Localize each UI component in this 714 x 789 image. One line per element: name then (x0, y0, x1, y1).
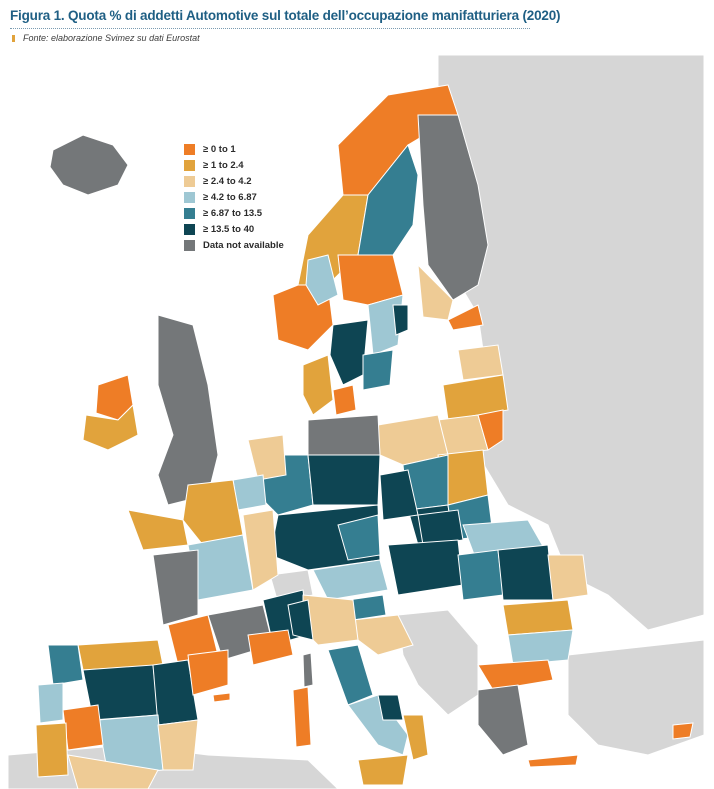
region-france-east (242, 509, 279, 591)
legend-label: ≥ 13.5 to 40 (203, 223, 255, 235)
region-sweden-south (362, 349, 394, 391)
region-sicily (357, 754, 409, 786)
legend-item: ≥ 0 to 1 (184, 141, 284, 157)
legend-swatch (184, 239, 195, 251)
legend-label: ≥ 1 to 2.4 (203, 159, 244, 171)
region-iceland (49, 134, 129, 196)
region-bulgaria-south (507, 629, 574, 666)
legend-label: Data not available (203, 239, 284, 251)
region-sardinia (292, 686, 312, 748)
legend-item: ≥ 13.5 to 40 (184, 221, 284, 237)
region-france-riviera (247, 629, 294, 666)
source-text: Fonte: elaborazione Svimez su dati Euros… (23, 33, 200, 43)
legend-swatch (184, 207, 195, 219)
source-marker-icon (12, 35, 15, 42)
region-balearic (212, 692, 231, 703)
region-austria (312, 559, 389, 601)
region-italy-basilicata (377, 694, 404, 721)
title-divider (10, 28, 530, 29)
legend-swatch (184, 223, 195, 235)
region-estonia (457, 344, 504, 381)
region-italy-calabria (402, 714, 429, 761)
region-spain-extremadura (62, 704, 104, 751)
region-bulgaria-north (502, 599, 574, 636)
region-finland-north (417, 114, 489, 301)
legend-swatch (184, 191, 195, 203)
region-hungary (387, 539, 464, 596)
legend-label: ≥ 0 to 1 (203, 143, 236, 155)
region-lithuania-east (477, 409, 504, 451)
region-crete (527, 754, 579, 768)
choropleth-map (8, 55, 704, 789)
region-greece-north (477, 659, 554, 691)
legend-label: ≥ 6.87 to 13.5 (203, 207, 263, 219)
region-ireland-south (82, 403, 139, 451)
legend-label: ≥ 2.4 to 4.2 (203, 175, 252, 187)
region-denmark-jutland (302, 354, 334, 416)
region-romania-central (497, 544, 554, 601)
region-italy-piedmont (287, 599, 314, 641)
figure-source: Fonte: elaborazione Svimez su dati Euros… (12, 33, 200, 43)
legend-item: Data not available (184, 237, 284, 253)
legend-swatch (184, 159, 195, 171)
region-spain-catalonia (187, 649, 229, 696)
region-stockholm (392, 304, 409, 336)
figure-title: Figura 1. Quota % di addetti Automotive … (10, 8, 561, 23)
region-norway-oslo (305, 254, 339, 306)
region-romania-east (547, 554, 589, 601)
region-cyprus (672, 722, 694, 740)
region-finland-coast (447, 304, 484, 331)
region-sweden-west (329, 319, 369, 386)
legend-item: ≥ 6.87 to 13.5 (184, 205, 284, 221)
region-portugal-south (35, 722, 69, 778)
region-spain-galicia (47, 644, 84, 686)
region-italy-center (327, 644, 374, 706)
legend-item: ≥ 1 to 2.4 (184, 157, 284, 173)
legend-label: ≥ 4.2 to 6.87 (203, 191, 257, 203)
region-italy-south (347, 694, 409, 756)
legend-item: ≥ 2.4 to 4.2 (184, 173, 284, 189)
region-spain-valencia (157, 719, 199, 771)
region-portugal-north (37, 682, 64, 724)
map-legend: ≥ 0 to 1 ≥ 1 to 2.4 ≥ 2.4 to 4.2 ≥ 4.2 t… (184, 141, 284, 253)
region-corsica (302, 652, 314, 688)
legend-item: ≥ 4.2 to 6.87 (184, 189, 284, 205)
region-netherlands (247, 434, 287, 481)
region-slovakia (417, 509, 464, 546)
region-france-west (152, 549, 199, 626)
region-romania-west (457, 549, 504, 601)
region-greece-main (477, 684, 529, 756)
region-denmark-islands (332, 384, 357, 416)
legend-swatch (184, 175, 195, 187)
map: ≥ 0 to 1 ≥ 1 to 2.4 ≥ 2.4 to 4.2 ≥ 4.2 t… (8, 55, 704, 789)
region-latvia (442, 374, 509, 421)
region-germany-bavaria (337, 514, 381, 561)
region-germany-central (307, 454, 381, 506)
region-spain-andalusia (67, 754, 159, 789)
legend-swatch (184, 143, 195, 155)
